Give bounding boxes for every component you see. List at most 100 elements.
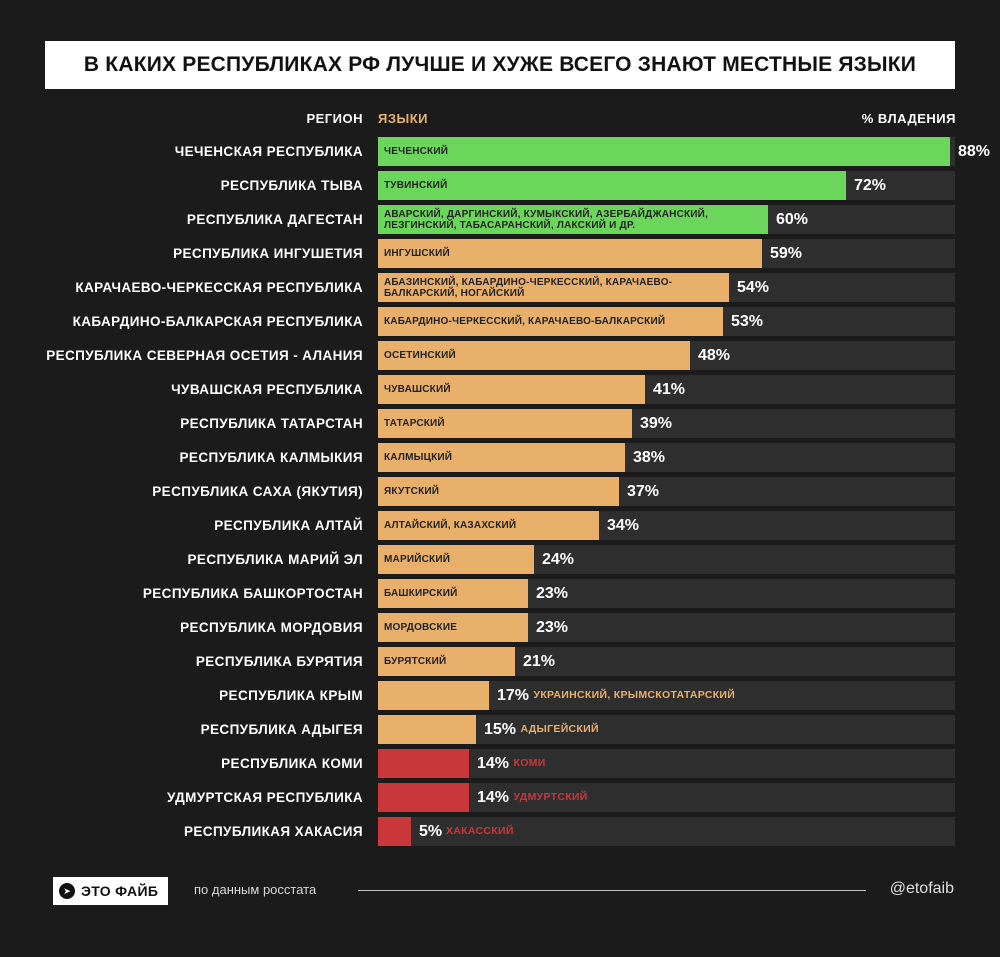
language-label: АЛТАЙСКИЙ, КАЗАХСКИЙ bbox=[384, 520, 517, 531]
language-label: ТУВИНСКИЙ bbox=[384, 180, 448, 191]
value-label: 17% bbox=[497, 687, 530, 704]
value-label: 53% bbox=[731, 313, 764, 330]
value-label: 24% bbox=[542, 551, 575, 568]
region-label: РЕСПУБЛИКА АЛТАЙ bbox=[214, 518, 363, 533]
region-label: УДМУРТСКАЯ РЕСПУБЛИКА bbox=[166, 790, 363, 805]
value-label: 48% bbox=[698, 347, 731, 364]
region-label: РЕСПУБЛИКА АДЫГЕЯ bbox=[200, 722, 363, 737]
region-label: РЕСПУБЛИКА БУРЯТИЯ bbox=[195, 654, 363, 669]
chart-row: РЕСПУБЛИКА МОРДОВИЯ 23% МОРДОВСКИЕ bbox=[0, 613, 1000, 642]
language-label: ИНГУШСКИЙ bbox=[384, 248, 450, 259]
bar bbox=[378, 341, 690, 370]
language-label: УДМУРТСКИЙ bbox=[513, 791, 588, 803]
region-label: РЕСПУБЛИКА БАШКОРТОСТАН bbox=[142, 586, 363, 601]
bar bbox=[378, 613, 528, 642]
chart-row: РЕСПУБЛИКА МАРИЙ ЭЛ 24% МАРИЙСКИЙ bbox=[0, 545, 1000, 574]
region-label: ЧЕЧЕНСКАЯ РЕСПУБЛИКА bbox=[174, 144, 363, 159]
region-label: РЕСПУБЛИКА ИНГУШЕТИЯ bbox=[173, 246, 363, 261]
chart-row: РЕСПУБЛИКА АДЫГЕЯ 15% АДЫГЕЙСКИЙ bbox=[0, 715, 1000, 744]
chart-row: РЕСПУБЛИКА ДАГЕСТАН 60% АВАРСКИЙ, ДАРГИНСК… bbox=[0, 205, 1000, 234]
region-label: РЕСПУБЛИКАЯ ХАКАСИЯ bbox=[183, 824, 363, 839]
value-label: 15% bbox=[484, 721, 517, 738]
value-label: 72% bbox=[854, 177, 887, 194]
chart-row: РЕСПУБЛИКА КРЫМ 17% УКРАИНСКИЙ, КРЫМСКОТАТ… bbox=[0, 681, 1000, 710]
value-label: 23% bbox=[536, 619, 569, 636]
language-label: КАБАРДИНО-ЧЕРКЕССКИЙ, КАРАЧАЕВО-БАЛКАРСК… bbox=[384, 316, 666, 327]
region-label: КАБАРДИНО-БАЛКАРСКАЯ РЕСПУБЛИКА bbox=[72, 314, 363, 329]
brand-name: ЭТО ФАЙБ bbox=[81, 883, 159, 899]
bar bbox=[378, 375, 645, 404]
language-label: ЧЕЧЕНСКИЙ bbox=[384, 146, 449, 157]
bar bbox=[378, 273, 729, 302]
value-label: 23% bbox=[536, 585, 569, 602]
region-label: РЕСПУБЛИКА МАРИЙ ЭЛ bbox=[187, 552, 363, 567]
language-label: АБАЗИНСКИЙ, КАБАРДИНО-ЧЕРКЕССКИЙ, КАРАЧА… bbox=[384, 276, 673, 299]
value-label: 21% bbox=[523, 653, 556, 670]
header-percent: % ВЛАДЕНИЯ bbox=[861, 111, 956, 126]
brand-badge: ➤ ЭТО ФАЙБ bbox=[53, 877, 169, 905]
bar bbox=[378, 749, 469, 778]
header-languages: ЯЗЫКИ bbox=[378, 111, 428, 126]
bar bbox=[378, 443, 625, 472]
language-label: АВАРСКИЙ, ДАРГИНСКИЙ, КУМЫКСКИЙ, АЗЕРБАЙ… bbox=[384, 208, 709, 231]
language-label: ЯКУТСКИЙ bbox=[384, 486, 440, 497]
value-label: 5% bbox=[419, 823, 443, 840]
bar bbox=[378, 171, 846, 200]
region-label: РЕСПУБЛИКА ТЫВА bbox=[220, 178, 363, 193]
language-label: МАРИЙСКИЙ bbox=[384, 554, 451, 565]
social-handle: @etofaib bbox=[889, 880, 954, 897]
bar bbox=[378, 579, 528, 608]
language-label: БУРЯТСКИЙ bbox=[384, 656, 447, 667]
chart-row: УДМУРТСКАЯ РЕСПУБЛИКА 14% УДМУРТСКИЙ bbox=[0, 783, 1000, 812]
language-label: КАЛМЫЦКИЙ bbox=[384, 452, 453, 463]
bar-track bbox=[378, 749, 955, 778]
chart-row: РЕСПУБЛИКА САХА (ЯКУТИЯ) 37% ЯКУТСКИЙ bbox=[0, 477, 1000, 506]
value-label: 34% bbox=[607, 517, 640, 534]
bar bbox=[378, 511, 599, 540]
language-label: ХАКАССКИЙ bbox=[446, 825, 514, 837]
chart-row: РЕСПУБЛИКА КОМИ 14% КОМИ bbox=[0, 749, 1000, 778]
value-label: 41% bbox=[653, 381, 686, 398]
bar-track bbox=[378, 817, 955, 846]
chart-title: В КАКИХ РЕСПУБЛИКАХ РФ ЛУЧШЕ И ХУЖЕ ВСЕГ… bbox=[83, 53, 917, 76]
region-label: ЧУВАШСКАЯ РЕСПУБЛИКА bbox=[171, 382, 363, 397]
bar bbox=[378, 817, 411, 846]
language-label: БАШКИРСКИЙ bbox=[384, 588, 458, 599]
language-label: ТАТАРСКИЙ bbox=[384, 418, 445, 429]
value-label: 37% bbox=[627, 483, 660, 500]
language-label: КОМИ bbox=[513, 757, 546, 769]
language-label: ОСЕТИНСКИЙ bbox=[384, 350, 456, 361]
language-label: УКРАИНСКИЙ, КРЫМСКОТАТАРСКИЙ bbox=[533, 689, 736, 701]
bar bbox=[378, 477, 619, 506]
value-label: 59% bbox=[770, 245, 803, 262]
value-label: 14% bbox=[477, 789, 510, 806]
bar bbox=[378, 137, 950, 166]
value-label: 38% bbox=[633, 449, 666, 466]
region-label: КАРАЧАЕВО-ЧЕРКЕССКАЯ РЕСПУБЛИКА bbox=[75, 280, 363, 295]
bar bbox=[378, 409, 632, 438]
region-label: РЕСПУБЛИКА КАЛМЫКИЯ bbox=[179, 450, 363, 465]
chart-row: РЕСПУБЛИКАЯ ХАКАСИЯ 5% ХАКАССКИЙ bbox=[0, 817, 1000, 846]
region-label: РЕСПУБЛИКА МОРДОВИЯ bbox=[180, 620, 363, 635]
chart-row: КАРАЧАЕВО-ЧЕРКЕССКАЯ РЕСПУБЛИКА 54% АБАЗИН… bbox=[0, 273, 1000, 302]
value-label: 60% bbox=[776, 211, 809, 228]
region-label: РЕСПУБЛИКА ДАГЕСТАН bbox=[186, 212, 363, 227]
chart-row: РЕСПУБЛИКА ТАТАРСТАН 39% ТАТАРСКИЙ bbox=[0, 409, 1000, 438]
chart-row: РЕСПУБЛИКА БАШКОРТОСТАН 23% БАШКИРСКИЙ bbox=[0, 579, 1000, 608]
language-label: АДЫГЕЙСКИЙ bbox=[520, 723, 599, 735]
chart-row: ЧЕЧЕНСКАЯ РЕСПУБЛИКА 88% ЧЕЧЕНСКИЙ bbox=[0, 137, 1000, 166]
region-label: РЕСПУБЛИКА СЕВЕРНАЯ ОСЕТИЯ - АЛАНИЯ bbox=[46, 348, 363, 363]
bar bbox=[378, 239, 762, 268]
bar bbox=[378, 545, 534, 574]
footer-divider bbox=[358, 890, 866, 891]
source-note: по данным росстата bbox=[194, 882, 317, 897]
bar bbox=[378, 681, 489, 710]
value-label: 54% bbox=[737, 279, 770, 296]
region-label: РЕСПУБЛИКА ТАТАРСТАН bbox=[180, 416, 363, 431]
chart-row: КАБАРДИНО-БАЛКАРСКАЯ РЕСПУБЛИКА 53% КАБАРД… bbox=[0, 307, 1000, 336]
language-label: МОРДОВСКИЕ bbox=[384, 622, 458, 633]
bar bbox=[378, 783, 469, 812]
bar bbox=[378, 715, 476, 744]
bar bbox=[378, 647, 515, 676]
chart-row: РЕСПУБЛИКА БУРЯТИЯ 21% БУРЯТСКИЙ bbox=[0, 647, 1000, 676]
